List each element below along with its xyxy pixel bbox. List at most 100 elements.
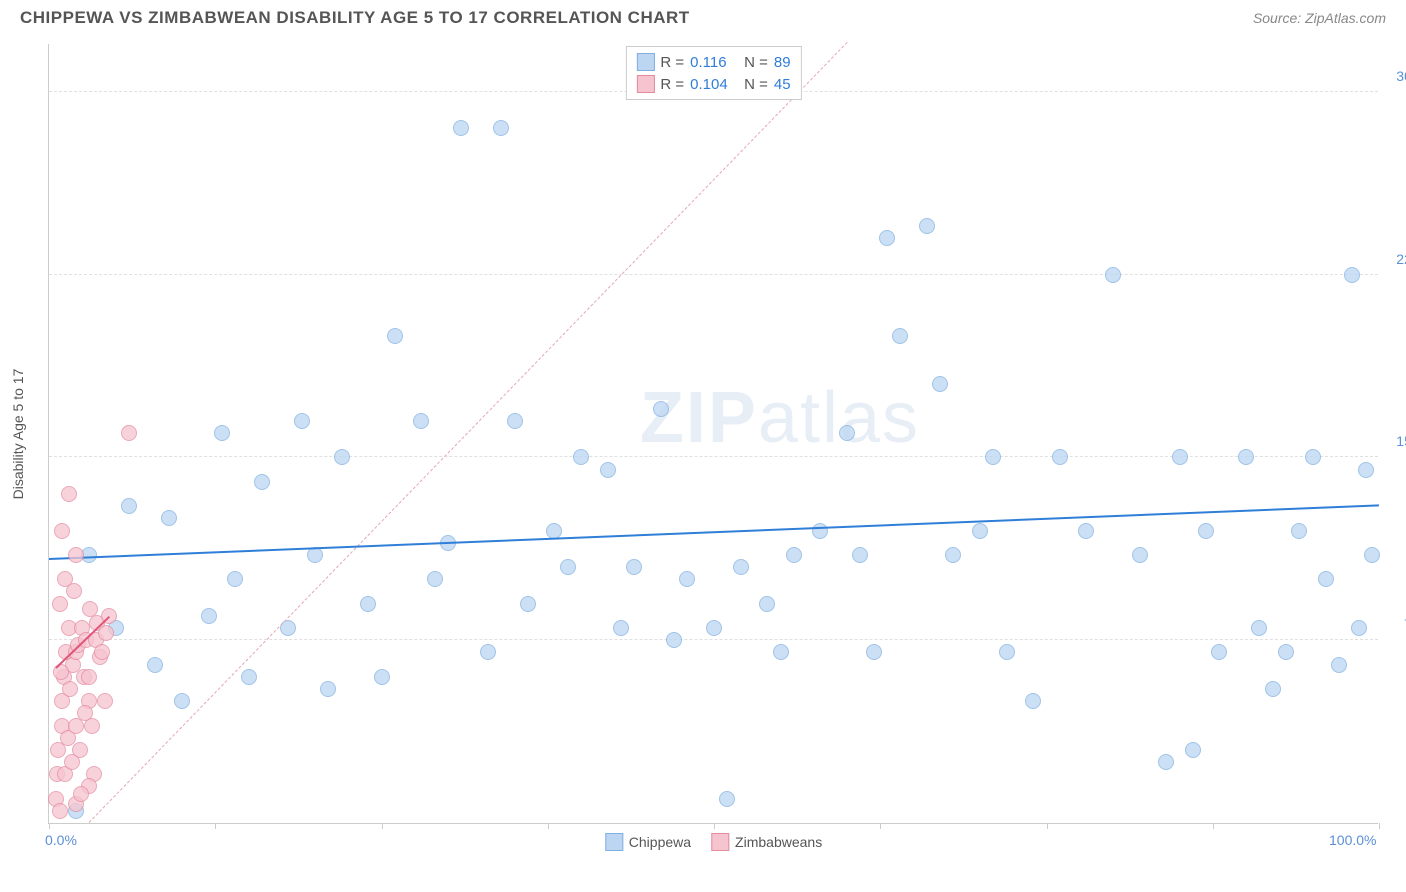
scatter-point	[786, 547, 802, 563]
scatter-point	[174, 693, 190, 709]
scatter-point	[413, 413, 429, 429]
y-tick-label: 22.5%	[1396, 251, 1406, 267]
source-attribution: Source: ZipAtlas.com	[1253, 10, 1386, 26]
scatter-point	[666, 632, 682, 648]
scatter-point	[1251, 620, 1267, 636]
scatter-point	[64, 754, 80, 770]
trend-line	[49, 504, 1379, 560]
scatter-point	[520, 596, 536, 612]
legend-n-value: 89	[774, 54, 791, 71]
scatter-point	[1265, 681, 1281, 697]
legend-swatch	[636, 53, 654, 71]
scatter-point	[1344, 267, 1360, 283]
legend-r-value: 0.116	[690, 54, 738, 71]
legend-n-value: 45	[774, 76, 791, 93]
scatter-point	[546, 523, 562, 539]
y-tick-label: 15.0%	[1396, 433, 1406, 449]
scatter-point	[387, 328, 403, 344]
scatter-point	[61, 486, 77, 502]
legend-n-label: N =	[744, 54, 768, 71]
scatter-point	[254, 474, 270, 490]
x-tick	[1379, 823, 1380, 829]
scatter-point	[52, 596, 68, 612]
scatter-point	[1025, 693, 1041, 709]
scatter-point	[294, 413, 310, 429]
scatter-point	[812, 523, 828, 539]
scatter-point	[852, 547, 868, 563]
scatter-point	[493, 120, 509, 136]
scatter-point	[453, 120, 469, 136]
x-tick	[49, 823, 50, 829]
scatter-point	[54, 523, 70, 539]
scatter-point	[201, 608, 217, 624]
x-tick	[215, 823, 216, 829]
scatter-point	[1358, 462, 1374, 478]
scatter-point	[52, 803, 68, 819]
chart-title: CHIPPEWA VS ZIMBABWEAN DISABILITY AGE 5 …	[20, 8, 690, 28]
scatter-point	[81, 669, 97, 685]
legend-series: ChippewaZimbabweans	[605, 833, 822, 851]
scatter-point	[892, 328, 908, 344]
scatter-point	[839, 425, 855, 441]
legend-stats: R =0.116N =89R =0.104N =45	[625, 46, 801, 100]
legend-swatch	[605, 833, 623, 851]
plot-area: ZIPatlas 7.5%15.0%22.5%30.0%0.0%100.0%R …	[48, 44, 1378, 824]
watermark-thin: atlas	[758, 378, 920, 458]
scatter-point	[1185, 742, 1201, 758]
legend-series-label: Zimbabweans	[735, 834, 822, 850]
scatter-point	[147, 657, 163, 673]
scatter-point	[679, 571, 695, 587]
scatter-point	[706, 620, 722, 636]
gridline	[49, 274, 1378, 275]
gridline	[49, 639, 1378, 640]
legend-r-label: R =	[660, 76, 684, 93]
legend-swatch	[711, 833, 729, 851]
scatter-point	[1291, 523, 1307, 539]
scatter-point	[1132, 547, 1148, 563]
source-label: Source:	[1253, 10, 1305, 26]
scatter-point	[719, 791, 735, 807]
x-tick	[714, 823, 715, 829]
scatter-point	[73, 786, 89, 802]
scatter-point	[985, 449, 1001, 465]
scatter-point	[1198, 523, 1214, 539]
scatter-point	[1318, 571, 1334, 587]
x-tick	[548, 823, 549, 829]
scatter-point	[919, 218, 935, 234]
scatter-point	[759, 596, 775, 612]
scatter-point	[1278, 644, 1294, 660]
scatter-point	[1172, 449, 1188, 465]
scatter-point	[374, 669, 390, 685]
scatter-point	[866, 644, 882, 660]
scatter-point	[560, 559, 576, 575]
scatter-point	[1364, 547, 1380, 563]
scatter-point	[94, 644, 110, 660]
chart-container: Disability Age 5 to 17 ZIPatlas 7.5%15.0…	[48, 44, 1378, 824]
scatter-point	[573, 449, 589, 465]
legend-r-label: R =	[660, 54, 684, 71]
x-tick	[1213, 823, 1214, 829]
scatter-point	[334, 449, 350, 465]
x-tick-label: 0.0%	[45, 832, 77, 848]
watermark: ZIPatlas	[640, 377, 920, 459]
scatter-point	[427, 571, 443, 587]
scatter-point	[932, 376, 948, 392]
scatter-point	[66, 583, 82, 599]
scatter-point	[945, 547, 961, 563]
scatter-point	[77, 705, 93, 721]
scatter-point	[999, 644, 1015, 660]
scatter-point	[360, 596, 376, 612]
scatter-point	[1238, 449, 1254, 465]
scatter-point	[1078, 523, 1094, 539]
legend-r-value: 0.104	[690, 76, 738, 93]
scatter-point	[227, 571, 243, 587]
y-tick-label: 30.0%	[1396, 68, 1406, 84]
scatter-point	[879, 230, 895, 246]
legend-series-item: Zimbabweans	[711, 833, 822, 851]
scatter-point	[1351, 620, 1367, 636]
y-axis-label: Disability Age 5 to 17	[10, 369, 26, 500]
scatter-point	[613, 620, 629, 636]
scatter-point	[733, 559, 749, 575]
scatter-point	[600, 462, 616, 478]
scatter-point	[1211, 644, 1227, 660]
